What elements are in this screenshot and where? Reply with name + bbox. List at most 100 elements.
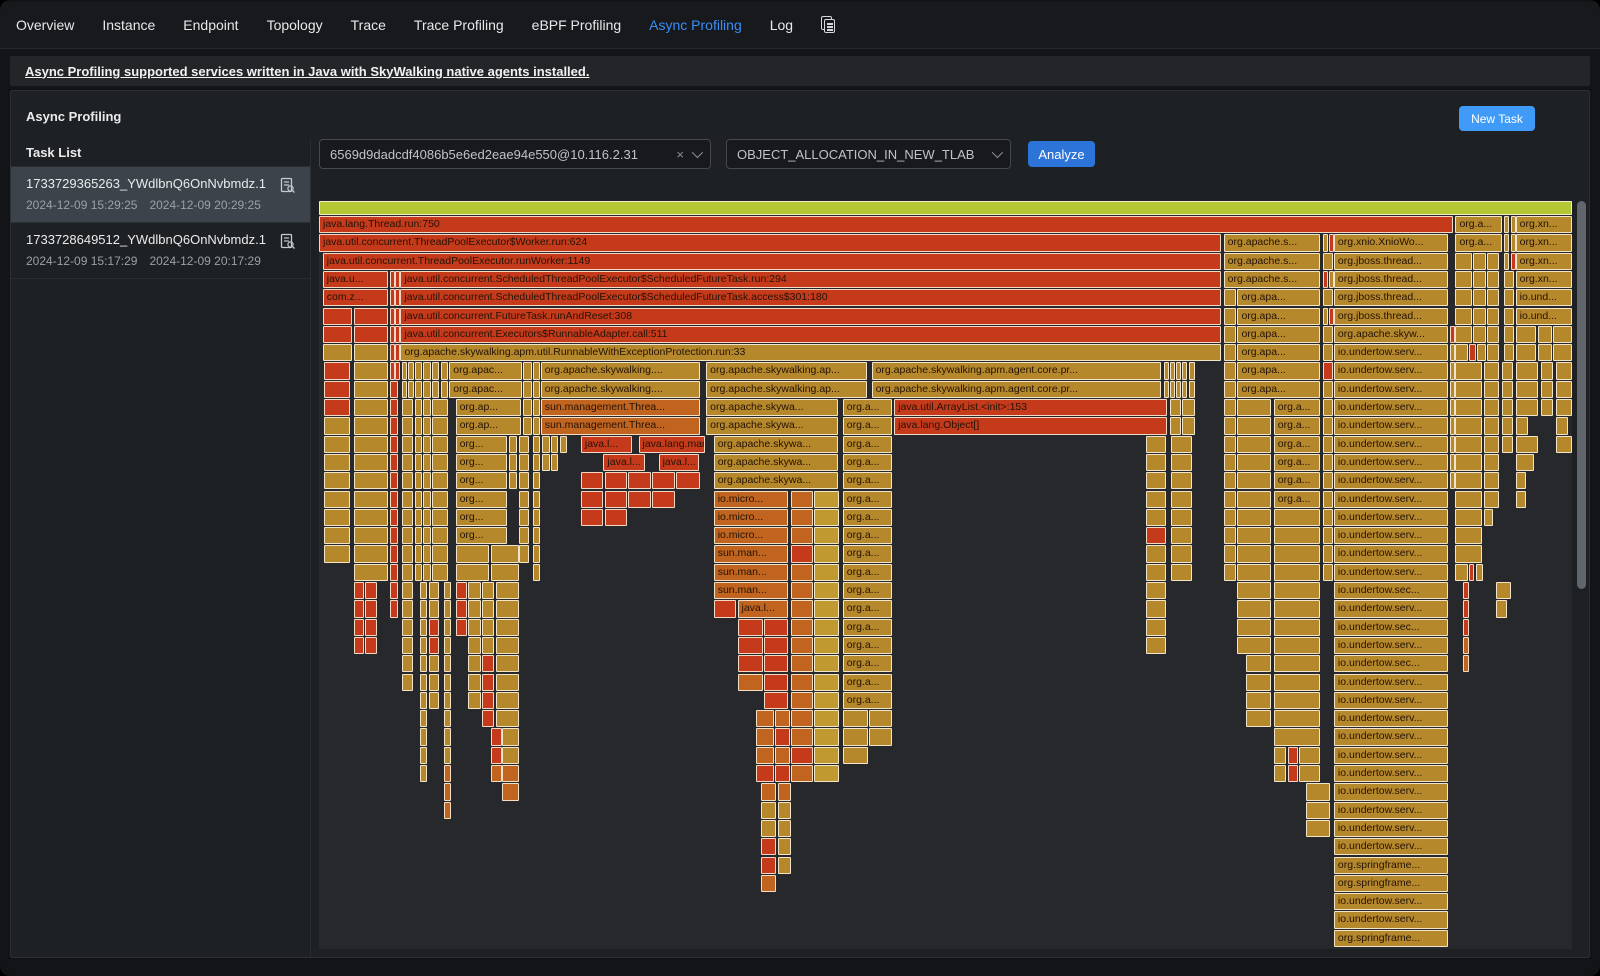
flame-frame[interactable] bbox=[1469, 344, 1476, 362]
flame-frame[interactable] bbox=[813, 746, 839, 764]
flame-frame[interactable] bbox=[1237, 490, 1272, 508]
flame-frame[interactable] bbox=[354, 545, 388, 563]
flame-frame[interactable] bbox=[519, 545, 530, 563]
flame-frame[interactable]: org.apache.skywalking.... bbox=[540, 362, 700, 380]
flame-frame[interactable]: org.apache.skywalking.apm.agent.core.pr.… bbox=[871, 380, 1161, 398]
flame-frame[interactable]: io.micro... bbox=[713, 490, 788, 508]
flame-frame[interactable]: java.lang.mana... bbox=[638, 435, 705, 453]
flame-frame[interactable] bbox=[1273, 527, 1321, 545]
flame-frame[interactable] bbox=[422, 490, 431, 508]
flame-frame[interactable] bbox=[1322, 289, 1333, 307]
flame-frame[interactable] bbox=[761, 874, 777, 893]
flame-frame[interactable] bbox=[495, 582, 520, 600]
flame-frame[interactable] bbox=[813, 710, 839, 728]
flame-frame[interactable] bbox=[813, 691, 839, 710]
flame-frame[interactable] bbox=[1495, 600, 1507, 618]
flame-frame[interactable] bbox=[1171, 545, 1193, 563]
flame-frame[interactable] bbox=[401, 600, 413, 618]
flame-frame[interactable] bbox=[420, 710, 427, 728]
flame-frame[interactable] bbox=[420, 673, 427, 691]
flame-frame[interactable] bbox=[415, 380, 422, 398]
flame-frame[interactable] bbox=[533, 453, 540, 472]
flame-frame[interactable]: org... bbox=[455, 435, 507, 453]
flame-frame[interactable] bbox=[401, 508, 413, 527]
flame-frame[interactable] bbox=[324, 362, 351, 380]
flame-frame[interactable] bbox=[395, 325, 401, 344]
flame-frame[interactable] bbox=[1145, 490, 1167, 508]
flame-frame[interactable] bbox=[1473, 289, 1486, 307]
flame-frame[interactable] bbox=[1555, 417, 1569, 435]
flame-frame[interactable] bbox=[324, 490, 351, 508]
flame-frame[interactable]: org.apache.skywalking.apm.agent.core.pr.… bbox=[871, 362, 1161, 380]
flame-frame[interactable] bbox=[354, 380, 388, 398]
flame-frame[interactable] bbox=[1223, 417, 1237, 435]
flame-frame[interactable] bbox=[322, 325, 352, 344]
flame-frame[interactable] bbox=[777, 819, 792, 838]
flame-frame[interactable] bbox=[395, 307, 401, 325]
flame-frame[interactable] bbox=[1322, 527, 1333, 545]
flame-frame[interactable]: org.xn... bbox=[1515, 252, 1572, 270]
flame-frame[interactable] bbox=[791, 563, 813, 581]
nav-tab-instance[interactable]: Instance bbox=[102, 17, 156, 33]
flame-frame[interactable] bbox=[1510, 234, 1516, 252]
flame-frame[interactable] bbox=[1287, 765, 1298, 783]
flame-frame[interactable] bbox=[1328, 307, 1334, 325]
flame-frame[interactable]: org.jboss.thread... bbox=[1333, 307, 1448, 325]
flame-frame[interactable] bbox=[676, 472, 700, 490]
flame-frame[interactable] bbox=[1273, 563, 1321, 581]
flame-frame[interactable]: org.apache.skywalking.... bbox=[540, 380, 700, 398]
flame-frame[interactable] bbox=[431, 453, 449, 472]
flame-frame[interactable] bbox=[415, 417, 422, 435]
flame-frame[interactable]: io.undertow.serv... bbox=[1333, 819, 1448, 838]
flame-frame[interactable] bbox=[420, 655, 427, 673]
flame-frame[interactable] bbox=[1484, 362, 1500, 380]
flame-frame[interactable] bbox=[1484, 380, 1500, 398]
flame-frame[interactable] bbox=[324, 472, 351, 490]
flame-frame[interactable] bbox=[550, 435, 559, 453]
flame-frame[interactable] bbox=[791, 673, 813, 691]
flame-frame[interactable] bbox=[395, 362, 401, 380]
flame-frame[interactable]: java.lang.Object[] bbox=[894, 417, 1168, 435]
flame-frame[interactable] bbox=[1273, 728, 1321, 746]
flame-frame[interactable] bbox=[1484, 417, 1500, 435]
flame-frame[interactable] bbox=[1237, 453, 1272, 472]
flame-frame[interactable] bbox=[401, 636, 413, 655]
flame-frame[interactable] bbox=[322, 344, 352, 362]
flame-frame[interactable] bbox=[1237, 545, 1272, 563]
flame-frame[interactable] bbox=[1171, 472, 1193, 490]
flame-frame[interactable]: io.undertow.serv... bbox=[1333, 380, 1448, 398]
flame-frame[interactable] bbox=[415, 563, 422, 581]
flame-frame[interactable]: org.apache.s... bbox=[1223, 234, 1321, 252]
flame-frame[interactable] bbox=[1486, 270, 1500, 289]
flame-frame[interactable] bbox=[1237, 527, 1272, 545]
view-task-detail-icon[interactable] bbox=[279, 177, 296, 194]
flame-frame[interactable] bbox=[550, 453, 559, 472]
flame-frame[interactable]: org.apache.skywalking.apm.util.RunnableW… bbox=[400, 344, 1222, 362]
flame-frame[interactable] bbox=[604, 508, 628, 527]
flame-frame[interactable]: io.undertow.sec... bbox=[1333, 655, 1448, 673]
flame-frame[interactable] bbox=[468, 673, 481, 691]
flame-frame[interactable] bbox=[354, 417, 388, 435]
flame-frame[interactable] bbox=[813, 655, 839, 673]
flame-frame[interactable]: org.jboss.thread... bbox=[1333, 289, 1448, 307]
flame-frame[interactable]: io.undertow.serv... bbox=[1333, 710, 1448, 728]
flame-frame[interactable] bbox=[395, 344, 401, 362]
flame-frame[interactable] bbox=[542, 435, 550, 453]
flame-graph[interactable]: java.lang.Thread.run:750 org.a... org.xn..… bbox=[319, 201, 1572, 949]
flame-frame[interactable] bbox=[1504, 252, 1510, 270]
flame-frame[interactable] bbox=[354, 399, 388, 417]
flame-frame[interactable] bbox=[481, 618, 495, 636]
nav-tab-overview[interactable]: Overview bbox=[16, 17, 75, 33]
flame-frame[interactable] bbox=[1306, 819, 1331, 838]
flame-frame[interactable] bbox=[1540, 399, 1554, 417]
flame-frame[interactable] bbox=[628, 490, 652, 508]
flame-frame[interactable] bbox=[791, 600, 813, 618]
nav-tab-async-profiling[interactable]: Async Profiling bbox=[649, 17, 742, 33]
flame-frame[interactable] bbox=[495, 691, 520, 710]
flame-frame[interactable] bbox=[422, 472, 431, 490]
flame-frame[interactable] bbox=[652, 490, 675, 508]
flame-frame[interactable] bbox=[1455, 399, 1482, 417]
flame-frame[interactable] bbox=[455, 545, 490, 563]
flame-frame[interactable] bbox=[431, 527, 449, 545]
flame-frame[interactable]: org.apache.skywa... bbox=[713, 453, 838, 472]
